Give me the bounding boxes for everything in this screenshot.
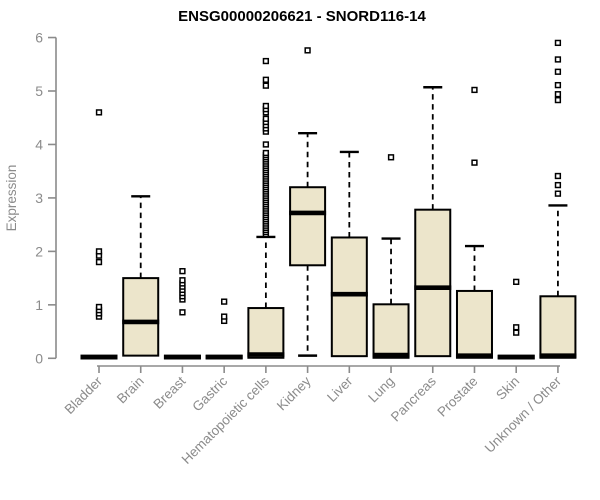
outlier-point <box>262 141 270 148</box>
y-tick-label: 0 <box>35 350 43 366</box>
box-hematopoietic-cells <box>247 307 285 359</box>
chart-title: ENSG00000206621 - SNORD116-14 <box>178 8 426 25</box>
outlier-point <box>554 91 562 98</box>
outlier-point <box>554 39 562 47</box>
outlier-point <box>304 47 311 54</box>
x-category-label: Bladder <box>62 373 106 417</box>
outlier-point <box>554 172 562 180</box>
outlier-point <box>262 82 270 89</box>
outlier-point <box>221 313 228 320</box>
x-category-label: Brain <box>114 374 147 407</box>
y-tick-label: 5 <box>35 83 43 99</box>
outlier-point <box>554 81 562 89</box>
outlier-point <box>554 181 562 189</box>
x-category-label: Lung <box>365 374 397 406</box>
outlier-point <box>262 115 270 122</box>
outlier-point <box>513 278 520 286</box>
y-tick-label: 6 <box>35 30 43 46</box>
outlier-point <box>95 248 103 255</box>
x-category-label: Liver <box>324 373 356 405</box>
x-category-label: Kidney <box>274 373 314 413</box>
y-tick-label: 2 <box>35 243 43 259</box>
y-tick-label: 1 <box>35 297 43 313</box>
outlier-point <box>471 159 478 166</box>
outlier-point <box>95 258 103 266</box>
box-prostate <box>455 289 493 359</box>
outlier-point <box>387 154 395 161</box>
outlier-point <box>554 68 562 75</box>
outlier-point <box>554 96 562 104</box>
outlier-point <box>179 268 186 275</box>
outlier-point <box>95 303 103 311</box>
y-tick-label: 3 <box>35 190 43 206</box>
x-category-label: Unknown / Other <box>482 373 565 456</box>
outlier-point <box>262 57 270 65</box>
outlier-point <box>221 298 228 305</box>
outlier-point <box>513 329 520 336</box>
box-kidney <box>289 186 327 267</box>
outlier-point <box>471 86 478 94</box>
box-lung <box>372 303 410 359</box>
x-category-label: Prostate <box>434 374 480 420</box>
outlier-point <box>179 277 186 284</box>
box-pancreas <box>414 208 452 358</box>
outlier-point <box>262 149 270 157</box>
x-category-label: Pancreas <box>388 373 439 424</box>
outlier-point <box>179 309 186 316</box>
outlier-point <box>262 102 270 110</box>
x-category-label: Skin <box>493 374 522 403</box>
x-category-label: Breast <box>150 373 188 411</box>
x-category-label: Gastric <box>189 373 230 414</box>
box-brain <box>122 277 160 357</box>
box-liver <box>330 236 368 358</box>
outlier-point <box>95 109 103 116</box>
outlier-point <box>262 76 270 83</box>
outlier-point <box>513 324 520 331</box>
outlier-point <box>554 56 562 63</box>
y-tick-label: 4 <box>35 136 43 152</box>
box-unknown-other <box>539 295 577 359</box>
outlier-point <box>554 190 562 197</box>
y-axis-label: Expression <box>4 165 19 232</box>
